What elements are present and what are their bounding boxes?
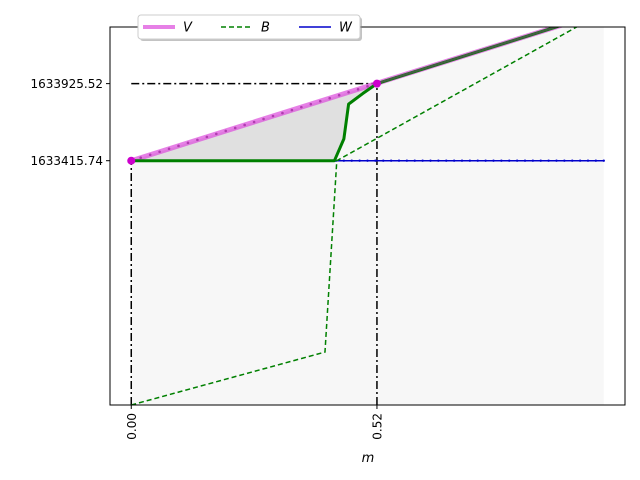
series-W-marker xyxy=(571,159,574,162)
series-V-marker xyxy=(347,90,350,94)
x-tick-label-0: 0.00 xyxy=(125,413,139,440)
series-V-marker xyxy=(318,99,322,103)
series-V-marker xyxy=(602,11,605,14)
series-W-marker xyxy=(342,159,346,162)
highlight-point-1 xyxy=(372,79,381,88)
x-axis-label: m xyxy=(362,451,375,466)
series-W-marker xyxy=(523,159,527,162)
series-W-marker xyxy=(484,159,487,162)
series-W-marker xyxy=(578,159,582,162)
series-W-marker xyxy=(421,159,424,162)
legend-label-W: W xyxy=(339,21,353,36)
series-W-marker xyxy=(500,159,503,162)
series-W-marker xyxy=(547,159,550,162)
series-W-marker xyxy=(366,159,369,162)
series-W-marker xyxy=(508,159,511,162)
series-W-marker xyxy=(555,159,558,162)
legend-label-V: V xyxy=(183,21,193,36)
y-tick-label-1: 1633925.52 xyxy=(30,77,103,91)
series-V-marker xyxy=(337,93,341,97)
series-W-marker xyxy=(350,159,353,162)
series-W-marker xyxy=(397,159,401,162)
series-W-marker xyxy=(602,159,605,162)
series-W-marker xyxy=(515,159,519,162)
series-W-marker xyxy=(531,159,535,162)
series-W-marker xyxy=(594,159,598,162)
series-W-marker xyxy=(586,159,590,162)
y-tick-label-0: 1633415.74 xyxy=(30,154,103,168)
series-V-marker xyxy=(300,105,303,109)
series-V-marker xyxy=(177,144,180,148)
series-V-marker xyxy=(366,84,369,88)
series-V-marker xyxy=(271,114,275,118)
series-V-marker xyxy=(224,129,228,133)
series-V-marker xyxy=(139,156,143,160)
series-V-marker xyxy=(356,87,360,91)
series-V-marker xyxy=(148,153,152,157)
series-V-marker xyxy=(252,120,256,124)
series-V-marker xyxy=(309,102,313,106)
series-V-marker xyxy=(593,14,596,17)
under-curve-fill xyxy=(131,27,604,405)
series-V-marker xyxy=(281,111,284,115)
series-V-marker xyxy=(290,108,294,112)
series-V-marker xyxy=(215,132,218,136)
series-V-marker xyxy=(233,126,237,130)
series-W-marker xyxy=(539,159,542,162)
series-V-marker xyxy=(205,135,209,139)
series-W-marker xyxy=(374,159,377,162)
series-V-marker xyxy=(262,117,265,121)
series-W-marker xyxy=(382,159,385,162)
upper-segment-line xyxy=(376,27,560,85)
series-V-marker xyxy=(565,22,568,25)
series-W-marker xyxy=(468,159,472,162)
plot-frame xyxy=(109,26,626,406)
series-V-marker xyxy=(186,141,190,145)
series-V-marker xyxy=(167,147,171,151)
x-tick-label-1: 0.52 xyxy=(370,413,384,440)
series-V-marker xyxy=(243,123,246,127)
series-W-marker xyxy=(389,159,393,162)
series-W-marker xyxy=(429,159,432,162)
series-V-marker xyxy=(196,138,199,142)
series-W-marker xyxy=(413,159,416,162)
series-B-line xyxy=(131,27,579,405)
series-W-marker xyxy=(476,159,479,162)
series-W-marker xyxy=(358,159,361,162)
series-W-marker xyxy=(452,159,456,162)
series-V-marker xyxy=(574,20,577,23)
series-W-marker xyxy=(563,159,566,162)
series-V-marker xyxy=(158,150,161,154)
legend-label-B: B xyxy=(261,21,270,36)
highlight-point-0 xyxy=(127,156,136,165)
series-W-marker xyxy=(460,159,464,162)
series-W-marker xyxy=(437,159,440,162)
series-V-marker xyxy=(328,96,332,100)
series-V-marker xyxy=(584,17,587,20)
series-W-marker xyxy=(492,159,495,162)
series-W-marker xyxy=(445,159,448,162)
series-W-marker xyxy=(405,159,409,162)
